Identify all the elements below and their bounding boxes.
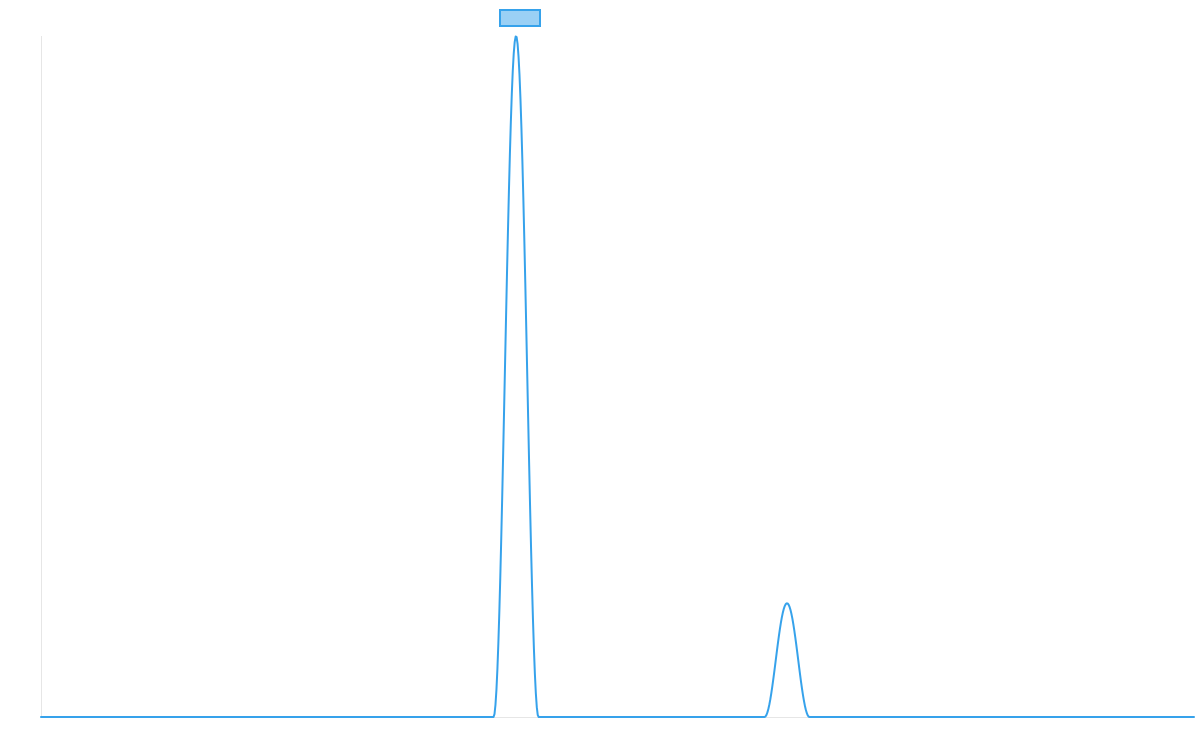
series-line [40, 35, 1195, 718]
legend-swatch[interactable] [499, 9, 541, 27]
